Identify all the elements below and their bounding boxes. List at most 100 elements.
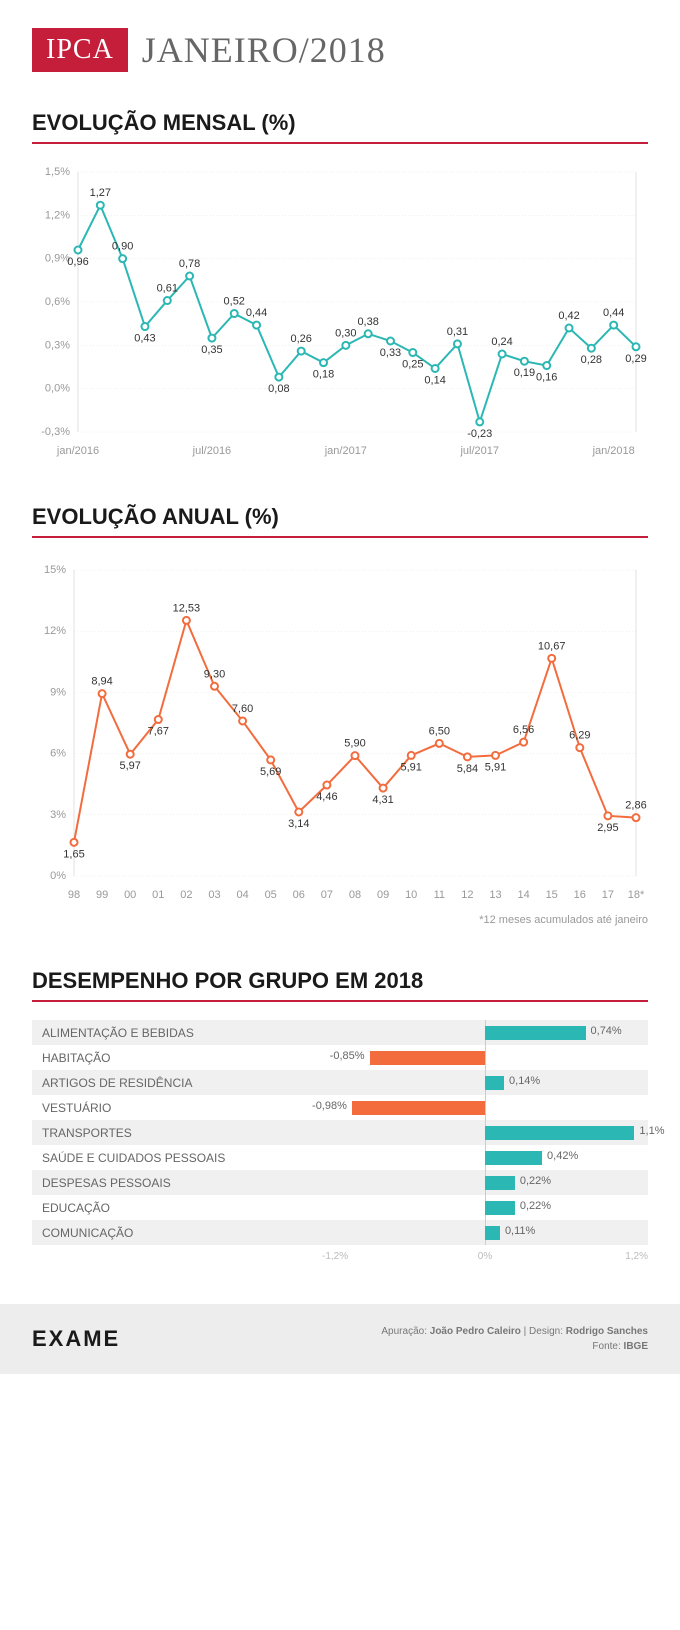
group-value: 0,14%: [509, 1075, 540, 1087]
svg-text:6,29: 6,29: [569, 730, 590, 742]
svg-text:0,30: 0,30: [335, 327, 356, 339]
svg-text:0,19: 0,19: [514, 367, 535, 379]
groups-axis: -1,2% 0% 1,2%: [32, 1251, 648, 1262]
svg-text:5,97: 5,97: [119, 760, 140, 772]
group-value: 0,42%: [547, 1150, 578, 1162]
axis-zero: 0%: [431, 1251, 540, 1262]
svg-text:0,29: 0,29: [625, 353, 646, 365]
group-value: 0,74%: [591, 1025, 622, 1037]
svg-text:0,31: 0,31: [447, 326, 468, 338]
group-value: -0,85%: [330, 1050, 365, 1062]
svg-text:10,67: 10,67: [538, 640, 566, 652]
group-label: COMUNICAÇÃO: [32, 1226, 322, 1240]
group-bar: [352, 1101, 485, 1115]
svg-text:0,28: 0,28: [581, 354, 602, 366]
svg-text:10: 10: [405, 889, 417, 901]
credit-fonte: IBGE: [624, 1341, 648, 1352]
group-row: TRANSPORTES1,1%: [32, 1120, 648, 1145]
group-value: 1,1%: [639, 1125, 664, 1137]
svg-text:0,3%: 0,3%: [45, 339, 70, 351]
svg-text:0,24: 0,24: [491, 336, 512, 348]
svg-text:98: 98: [68, 889, 80, 901]
group-value: -0,98%: [312, 1100, 347, 1112]
svg-text:0,42: 0,42: [558, 310, 579, 322]
group-bar-vis: 0,22%: [322, 1195, 648, 1220]
group-label: DESPESAS PESSOAIS: [32, 1176, 322, 1190]
group-row: HABITAÇÃO -0,85%: [32, 1045, 648, 1070]
group-row: VESTUÁRIO-0,98%: [32, 1095, 648, 1120]
svg-text:01: 01: [152, 889, 164, 901]
credit-design: Rodrigo Sanches: [566, 1326, 648, 1337]
svg-text:08: 08: [349, 889, 361, 901]
monthly-title: EVOLUÇÃO MENSAL (%): [32, 110, 648, 144]
group-label: VESTUÁRIO: [32, 1101, 322, 1115]
svg-text:jul/2016: jul/2016: [192, 445, 232, 457]
svg-text:5,90: 5,90: [344, 738, 365, 750]
group-row: EDUCAÇÃO0,22%: [32, 1195, 648, 1220]
svg-text:11: 11: [434, 889, 445, 901]
group-bar: [485, 1151, 542, 1165]
axis-min: -1,2%: [322, 1251, 431, 1262]
svg-text:0,0%: 0,0%: [45, 383, 70, 395]
svg-text:09: 09: [377, 889, 389, 901]
groups-title: DESEMPENHO POR GRUPO EM 2018: [32, 968, 648, 1002]
group-label: TRANSPORTES: [32, 1126, 322, 1140]
svg-text:0,26: 0,26: [290, 333, 311, 345]
group-label: HABITAÇÃO: [32, 1051, 322, 1065]
axis-max: 1,2%: [539, 1251, 648, 1262]
brand-logo: EXAME: [32, 1326, 120, 1352]
svg-text:5,84: 5,84: [457, 763, 478, 775]
svg-text:jul/2017: jul/2017: [459, 445, 499, 457]
svg-text:0,33: 0,33: [380, 347, 401, 359]
group-bar: [485, 1226, 500, 1240]
credits: Apuração: João Pedro Caleiro | Design: R…: [381, 1324, 648, 1354]
svg-text:1,2%: 1,2%: [45, 209, 70, 221]
svg-text:1,5%: 1,5%: [45, 166, 70, 178]
group-value: 0,22%: [520, 1175, 551, 1187]
svg-text:5,91: 5,91: [400, 761, 421, 773]
svg-text:0,35: 0,35: [201, 344, 222, 356]
svg-text:0,6%: 0,6%: [45, 296, 70, 308]
svg-text:0,14: 0,14: [424, 374, 445, 386]
annual-title: EVOLUÇÃO ANUAL (%): [32, 504, 648, 538]
svg-text:12,53: 12,53: [173, 602, 201, 614]
group-bar-vis: 0,42%: [322, 1145, 648, 1170]
annual-chart: 0%3%6%9%12%15%98990001020304050607080910…: [32, 556, 648, 906]
svg-text:jan/2016: jan/2016: [56, 445, 99, 457]
credit-sep: | Design:: [521, 1326, 566, 1337]
group-bar-vis: -0,85%: [322, 1045, 648, 1070]
group-bar-vis: 0,74%: [322, 1020, 648, 1045]
group-row: COMUNICAÇÃO0,11%: [32, 1220, 648, 1245]
group-bar: [485, 1076, 504, 1090]
svg-text:0%: 0%: [50, 870, 66, 882]
svg-text:06: 06: [293, 889, 305, 901]
svg-text:14: 14: [517, 889, 529, 901]
svg-text:18*: 18*: [628, 889, 645, 901]
svg-text:jan/2017: jan/2017: [324, 445, 367, 457]
svg-text:2,95: 2,95: [597, 822, 618, 834]
svg-text:7,67: 7,67: [148, 726, 169, 738]
svg-text:05: 05: [265, 889, 277, 901]
group-label: EDUCAÇÃO: [32, 1201, 322, 1215]
annual-footnote: *12 meses acumulados até janeiro: [32, 914, 648, 926]
group-bar-vis: 0,11%: [322, 1220, 648, 1245]
svg-text:0,52: 0,52: [224, 296, 245, 308]
page-title: JANEIRO/2018: [142, 29, 386, 71]
group-row: ARTIGOS DE RESIDÊNCIA0,14%: [32, 1070, 648, 1095]
svg-text:04: 04: [236, 889, 248, 901]
svg-text:17: 17: [602, 889, 614, 901]
svg-text:0,43: 0,43: [134, 333, 155, 345]
svg-text:9,30: 9,30: [204, 668, 225, 680]
svg-text:3%: 3%: [50, 809, 66, 821]
svg-text:12%: 12%: [44, 625, 66, 637]
svg-text:03: 03: [208, 889, 220, 901]
svg-text:3,14: 3,14: [288, 818, 309, 830]
svg-text:4,31: 4,31: [372, 794, 393, 806]
svg-text:00: 00: [124, 889, 136, 901]
svg-text:0,16: 0,16: [536, 372, 557, 384]
svg-text:0,78: 0,78: [179, 258, 200, 270]
svg-text:7,60: 7,60: [232, 703, 253, 715]
svg-text:1,65: 1,65: [63, 848, 84, 860]
credit-apuracao-label: Apuração:: [381, 1326, 429, 1337]
group-bar: [370, 1051, 485, 1065]
